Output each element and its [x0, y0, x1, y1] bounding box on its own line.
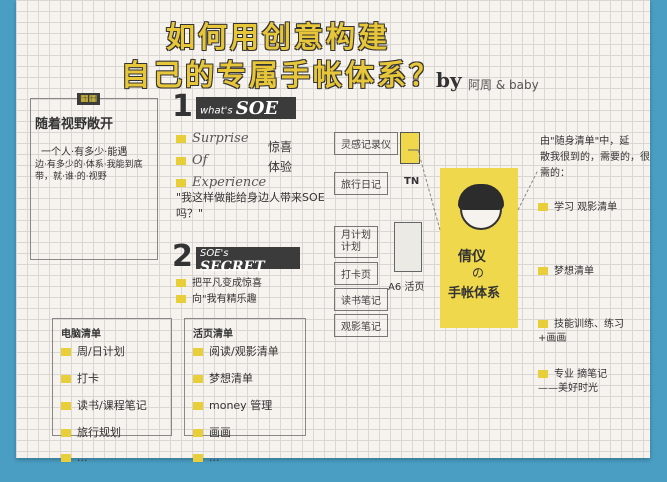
follow-box: ▦▦ 随着视野敞开 一个人·有多少·能遇 边·有多少的·体系·我能到底 带，就·…	[30, 93, 158, 260]
bullet-square-icon	[538, 370, 548, 378]
bullet-square-icon	[176, 178, 186, 187]
card-system: 手帐体系	[448, 286, 501, 301]
right-item-2: 梦想清单	[538, 262, 594, 277]
tn-label: TN	[404, 176, 420, 187]
bullet-square-icon	[538, 203, 548, 211]
bullet-square-icon	[193, 348, 203, 356]
soe-list: Surprise Of Experience	[176, 128, 266, 194]
record-box: 灵感记录仪	[334, 132, 398, 155]
secret-item-1: 把平凡变成惊喜	[176, 276, 262, 292]
by-label: by	[436, 68, 462, 92]
section2-number: 2	[172, 239, 193, 274]
section2-plate: SOE's SECRET	[196, 247, 300, 275]
list-item: ...	[61, 451, 147, 464]
bullet-square-icon	[61, 348, 71, 356]
bullet-square-icon	[193, 429, 203, 437]
soe-item-of: Of	[176, 150, 266, 172]
section1-what: what's	[200, 105, 233, 117]
right-item-1: 学习 观影清单	[538, 198, 617, 213]
card-name: 倩仪	[458, 249, 486, 265]
computer-list-heading: 电脑清单	[61, 329, 101, 340]
title-line-2: 自己的专属手帐体系？	[121, 58, 442, 92]
bullet-square-icon	[193, 454, 203, 462]
list-item: 读书/课程笔记	[61, 397, 147, 413]
soe-note-1: 惊喜	[268, 140, 293, 154]
bullet-square-icon	[61, 454, 71, 462]
bullet-square-icon	[176, 279, 186, 287]
right-item-3: 技能训练、练习 +画画	[538, 319, 624, 344]
loose-leaf-list-box: 活页清单 阅读/观影清单 梦想清单 money 管理 画画 ...	[184, 318, 306, 464]
follow-line-1: 一个人·有多少·能遇	[41, 147, 128, 158]
author-name: 阿周 & baby	[468, 78, 539, 92]
title-line-1: 如何用创意构建	[166, 20, 391, 54]
system-card: 倩仪 の 手帐体系	[440, 168, 518, 328]
portrait-icon	[458, 184, 504, 230]
right-intro-1: 由"随身清单"中，延	[540, 136, 630, 147]
follow-heading: 随着视野敞开	[35, 117, 114, 132]
plan-line-1: 月计划	[341, 230, 371, 241]
section2-secret: SECRET	[200, 259, 265, 275]
soe-item-surprise: Surprise	[176, 128, 266, 150]
soe-item-experience: Experience	[176, 172, 266, 194]
section1-number: 1	[172, 89, 193, 124]
list-item: ...	[193, 451, 279, 464]
list-item: 旅行规划	[61, 424, 147, 440]
bullet-square-icon	[538, 267, 548, 275]
loose-leaf-items: 阅读/观影清单 梦想清单 money 管理 画画 ...	[193, 343, 279, 475]
follow-line-2: 边·有多少的·体系·我能到底	[35, 160, 143, 170]
bullet-square-icon	[538, 320, 548, 328]
right-intro-3: 需的：	[540, 168, 570, 179]
bullet-square-icon	[193, 375, 203, 383]
loose-leaf-heading: 活页清单	[193, 329, 233, 340]
checkin-box: 打卡页	[334, 262, 378, 285]
follow-line-3: 带，就·谁·的·视野	[35, 172, 107, 182]
right-intro-2: 散我很到的，需要的，很	[540, 152, 650, 163]
bullet-square-icon	[176, 134, 186, 143]
list-item: 周/日计划	[61, 343, 147, 359]
section1-plate: what's SOE	[196, 97, 296, 119]
card-of: の	[472, 266, 485, 280]
right-item-4: 专业 摘笔记 ——美好时光	[538, 369, 608, 394]
pocket-notebook-icon	[400, 132, 420, 164]
right-intro: 由"随身清单"中，延 散我很到的，需要的，很 需的：	[540, 134, 650, 182]
a6-binder-icon	[394, 222, 422, 272]
travel-diary-box: 旅行日记	[334, 172, 388, 195]
bullet-square-icon	[176, 295, 186, 303]
computer-list-items: 周/日计划 打卡 读书/课程笔记 旅行规划 ...	[61, 343, 147, 475]
movie-box: 观影笔记	[334, 314, 388, 337]
list-item: 打卡	[61, 370, 147, 386]
list-item: 梦想清单	[193, 370, 279, 386]
plan-box: 月计划 计划	[334, 226, 378, 258]
reading-box: 读书笔记	[334, 288, 388, 311]
bullet-square-icon	[193, 402, 203, 410]
secret-list: 把平凡变成惊喜 向"我有精乐趣	[176, 276, 262, 308]
notebook-page: 如何用创意构建 自己的专属手帐体系？ by 阿周 & baby ▦▦ 随着视野敞…	[16, 0, 650, 464]
list-item: money 管理	[193, 397, 279, 413]
plan-line-2: 计划	[341, 242, 361, 253]
bullet-square-icon	[176, 156, 186, 165]
section2-soe: SOE's	[200, 248, 229, 259]
a6-label: A6 活页	[388, 282, 425, 293]
connector-lines	[408, 149, 539, 231]
list-item: 画画	[193, 424, 279, 440]
soe-quote: "我这样做能给身边人带来SOE吗？"	[176, 191, 325, 220]
bullet-square-icon	[61, 375, 71, 383]
section1-name: SOE	[235, 98, 279, 119]
computer-list-box: 电脑清单 周/日计划 打卡 读书/课程笔记 旅行规划 ...	[52, 318, 172, 464]
secret-item-2: 向"我有精乐趣	[176, 292, 262, 308]
bullet-square-icon	[61, 402, 71, 410]
list-item: 阅读/观影清单	[193, 343, 279, 359]
bullet-square-icon	[61, 429, 71, 437]
follow-badge: ▦▦	[77, 93, 101, 105]
soe-note-2: 体验	[268, 160, 293, 174]
